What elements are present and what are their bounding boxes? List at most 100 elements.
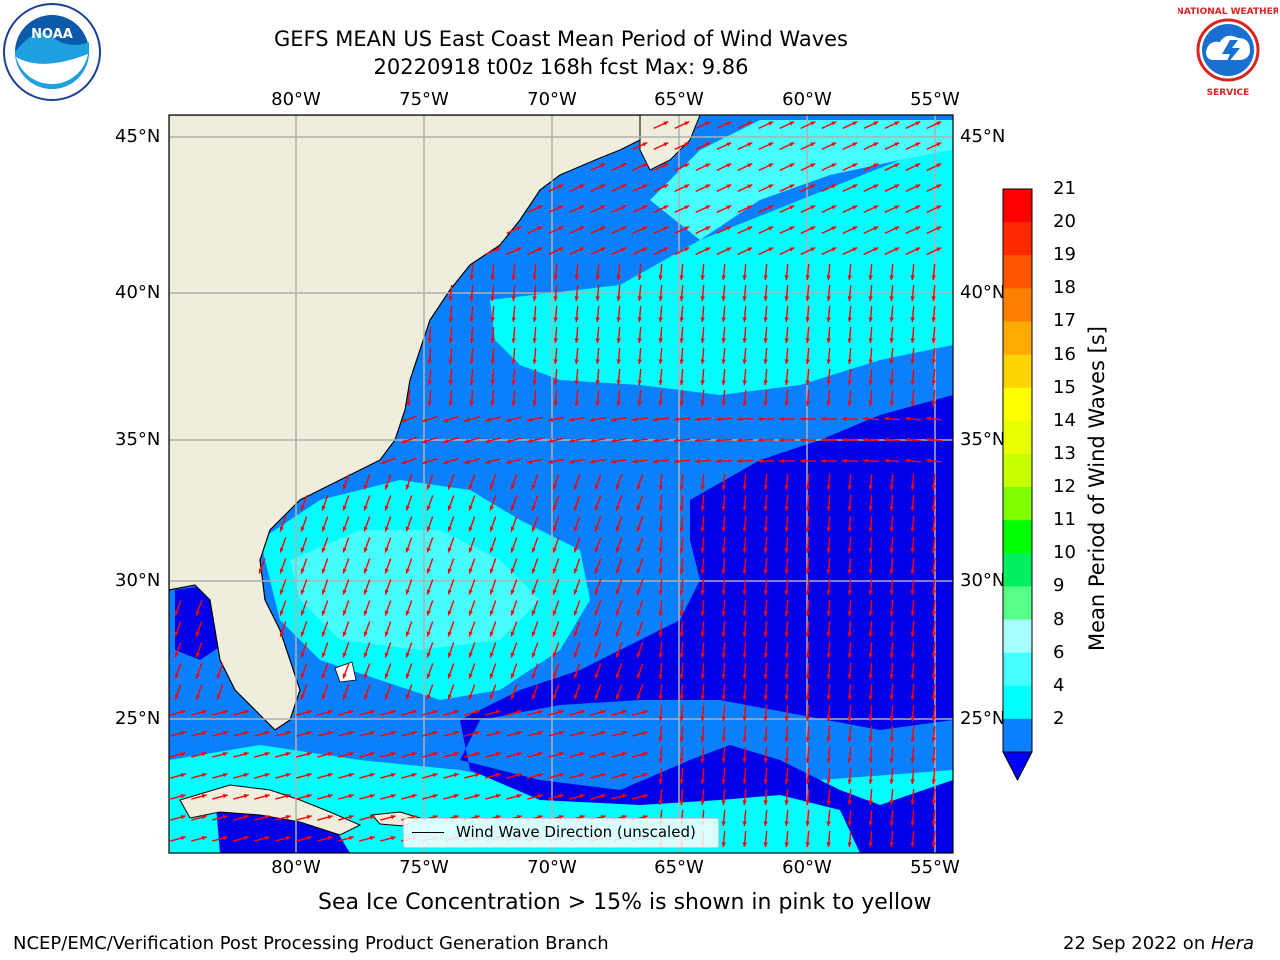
wave-direction-arrowhead (342, 526, 347, 532)
wave-direction-arrowhead (784, 653, 789, 658)
wave-direction-arrowhead (636, 610, 641, 616)
wave-direction-arrowhead (264, 731, 270, 736)
colorbar-cell (1003, 420, 1032, 455)
wave-direction-arrowhead (636, 526, 641, 532)
wave-direction-arrowhead (621, 710, 627, 715)
wave-direction-arrowhead (468, 505, 473, 511)
wave-direction-arrowhead (910, 632, 915, 637)
wave-direction-arrowhead (180, 752, 186, 757)
wave-direction-arrowhead (342, 652, 347, 658)
wave-direction-arrowhead (174, 694, 179, 700)
wave-direction-arrowhead (742, 485, 747, 490)
wave-direction-arrowhead (931, 632, 936, 637)
wave-direction-arrowhead (847, 506, 852, 511)
wave-direction-arrowhead (663, 121, 669, 126)
wave-direction-arrowhead (511, 338, 516, 343)
lat-label-left: 25°N (115, 708, 161, 729)
wave-direction-arrowhead (679, 380, 684, 385)
wave-direction-arrowhead (285, 731, 291, 736)
wave-direction-arrowhead (658, 527, 663, 532)
wave-direction-arrowhead (300, 568, 305, 574)
wave-direction-arrowhead (384, 694, 389, 700)
wave-direction-arrowhead (800, 416, 805, 422)
wave-direction-arrowhead (826, 611, 831, 616)
wave-direction-arrowhead (700, 506, 705, 511)
wave-direction-arrowhead (805, 800, 810, 805)
wave-direction-arrowhead (453, 773, 459, 778)
wave-direction-arrowhead (531, 694, 536, 700)
wave-direction-arrowhead (868, 821, 873, 826)
wave-direction-arrowhead (531, 631, 536, 637)
wave-direction-arrowhead (327, 773, 333, 778)
wave-direction-arrowhead (742, 653, 747, 658)
wave-direction-arrowhead (868, 506, 873, 511)
wave-direction-arrowhead (489, 610, 494, 616)
wave-direction-arrowhead (847, 569, 852, 574)
wave-direction-arrowhead (700, 296, 705, 301)
wave-direction-arrowhead (552, 505, 557, 511)
wave-direction-arrowhead (889, 338, 894, 343)
wave-direction-arrowhead (936, 205, 942, 210)
wave-direction-arrowhead (411, 731, 417, 736)
wave-direction-arrowhead (721, 779, 726, 784)
wave-direction-arrowhead (448, 338, 453, 343)
wave-direction-arrowhead (742, 275, 747, 280)
wave-direction-arrowhead (390, 710, 396, 715)
wave-direction-arrowhead (747, 184, 753, 189)
wave-direction-arrowhead (658, 506, 663, 511)
cuba-land (179, 784, 362, 836)
wave-direction-arrowhead (805, 611, 810, 616)
wave-direction-arrowhead (426, 694, 431, 700)
wave-direction-arrowhead (342, 568, 347, 574)
wave-direction-arrowhead (842, 437, 847, 442)
wave-direction-arrowhead (306, 815, 312, 820)
wave-direction-arrowhead (889, 758, 894, 763)
wave-direction-arrowhead (537, 752, 543, 757)
wave-direction-arrowhead (910, 527, 915, 532)
wave-direction-arrowhead (784, 842, 789, 847)
period-zone-northeast (650, 120, 953, 240)
wave-direction-arrowhead (384, 652, 389, 658)
wave-direction-arrowhead (574, 296, 579, 301)
wave-direction-arrowhead (910, 716, 915, 721)
wave-direction-arrowhead (915, 163, 921, 168)
wave-direction-arrowhead (700, 674, 705, 679)
lon-label-bottom: 65°W (654, 857, 704, 878)
wave-direction-arrowhead (448, 317, 453, 322)
wave-direction-arrowhead (784, 275, 789, 280)
wave-direction-arrowhead (642, 163, 648, 168)
wave-direction-arrowhead (174, 610, 179, 616)
wave-direction-arrowhead (931, 380, 936, 385)
wave-direction-arrowhead (784, 569, 789, 574)
colorbar-frame (1002, 188, 1033, 753)
wave-direction-arrowhead (642, 773, 648, 778)
colorbar (1002, 188, 1033, 782)
wave-direction-arrowhead (369, 731, 375, 736)
wave-direction-arrowhead (758, 458, 763, 464)
wave-direction-arrowhead (573, 526, 578, 532)
wave-direction-arrowhead (489, 568, 494, 574)
wave-direction-arrowhead (447, 694, 452, 700)
wave-direction-arrowhead (868, 653, 873, 658)
wave-direction-arrowhead (831, 142, 837, 147)
wave-direction-arrowhead (469, 380, 474, 385)
wave-direction-arrowhead (300, 652, 305, 658)
wave-direction-arrowhead (821, 416, 826, 422)
wave-direction-arrowhead (936, 247, 942, 252)
wave-direction-arrowhead (726, 205, 732, 210)
wave-direction-arrowhead (447, 673, 452, 679)
wave-direction-arrowhead (826, 485, 831, 490)
wave-direction-arrowhead (915, 121, 921, 126)
wave-direction-arrowhead (700, 401, 705, 406)
wave-direction-arrowhead (726, 247, 732, 252)
wave-direction-arrowhead (600, 773, 606, 778)
wave-direction-arrowhead (926, 437, 931, 442)
wave-direction-arrowhead (742, 590, 747, 595)
wave-direction-arrowhead (637, 401, 642, 406)
wave-direction-arrowhead (636, 484, 641, 490)
wave-direction-arrowhead (495, 710, 501, 715)
wave-direction-arrowhead (174, 652, 179, 658)
wave-direction-arrowhead (548, 459, 553, 464)
wave-direction-arrowhead (789, 247, 795, 252)
wave-direction-arrowhead (810, 163, 816, 168)
